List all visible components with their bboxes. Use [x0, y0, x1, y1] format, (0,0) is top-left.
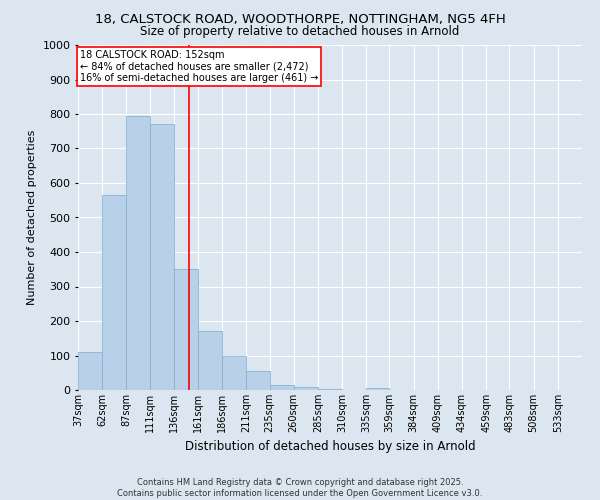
Bar: [149, 124, 174, 390]
Text: 18, CALSTOCK ROAD, WOODTHORPE, NOTTINGHAM, NG5 4FH: 18, CALSTOCK ROAD, WOODTHORPE, NOTTINGHA…: [95, 12, 505, 26]
Bar: [269, 385, 294, 390]
Bar: [78, 352, 102, 390]
Text: Contains HM Land Registry data © Crown copyright and database right 2025.
Contai: Contains HM Land Registry data © Crown c…: [118, 478, 482, 498]
Bar: [198, 332, 222, 390]
Bar: [366, 388, 389, 390]
Bar: [294, 387, 318, 390]
Bar: [102, 195, 127, 390]
Bar: [127, 116, 149, 390]
Bar: [247, 371, 269, 390]
Y-axis label: Number of detached properties: Number of detached properties: [27, 130, 37, 305]
X-axis label: Distribution of detached houses by size in Arnold: Distribution of detached houses by size …: [185, 440, 475, 454]
Text: 18 CALSTOCK ROAD: 152sqm
← 84% of detached houses are smaller (2,472)
16% of sem: 18 CALSTOCK ROAD: 152sqm ← 84% of detach…: [80, 50, 319, 84]
Bar: [222, 356, 247, 390]
Bar: [174, 269, 198, 390]
Text: Size of property relative to detached houses in Arnold: Size of property relative to detached ho…: [140, 25, 460, 38]
